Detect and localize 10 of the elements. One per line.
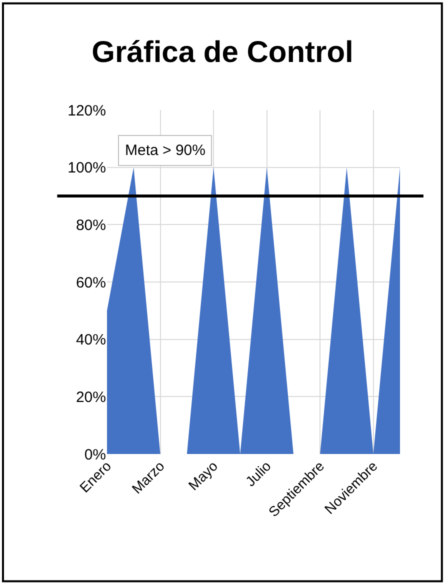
- y-tick-label: 100%: [68, 160, 106, 177]
- y-tick-label: 80%: [76, 216, 106, 234]
- y-tick-label: 0%: [84, 446, 106, 464]
- y-tick-label: 60%: [76, 274, 106, 292]
- y-tick-label: 40%: [76, 332, 106, 349]
- chart-title: Gráfica de Control: [92, 36, 354, 69]
- x-tick-label: Julio: [242, 458, 274, 490]
- ref-line-label: Meta > 90%: [125, 142, 206, 159]
- y-tick-label: 20%: [76, 388, 106, 406]
- y-tick-label: 120%: [68, 102, 106, 120]
